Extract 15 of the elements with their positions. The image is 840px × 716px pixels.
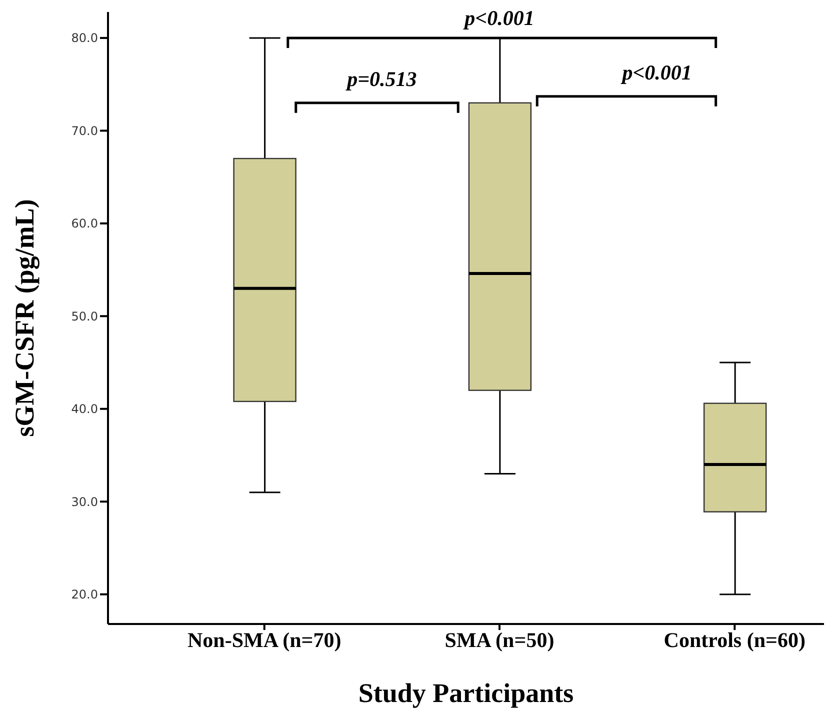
- x-tick-label: Controls (n=60): [664, 628, 806, 652]
- y-tick-label: 20.0: [71, 588, 98, 602]
- y-axis-title: sGM-CSFR (pg/mL): [10, 199, 40, 437]
- x-tick-label: Non-SMA (n=70): [188, 628, 342, 652]
- x-axis-title: Study Participants: [358, 678, 574, 708]
- x-tick-label: SMA (n=50): [444, 628, 554, 652]
- y-tick-label: 50.0: [71, 309, 98, 324]
- y-tick-label: 70.0: [71, 124, 98, 138]
- y-tick-label: 40.0: [71, 402, 98, 416]
- annotation: p<0.001: [620, 60, 692, 85]
- y-tick-label: 60.0: [71, 216, 98, 231]
- annotation: p=0.513: [345, 67, 417, 92]
- y-tick-label: 30.0: [71, 494, 98, 509]
- annotation: p<0.001: [462, 6, 534, 30]
- y-tick-label: 80.0: [71, 31, 98, 46]
